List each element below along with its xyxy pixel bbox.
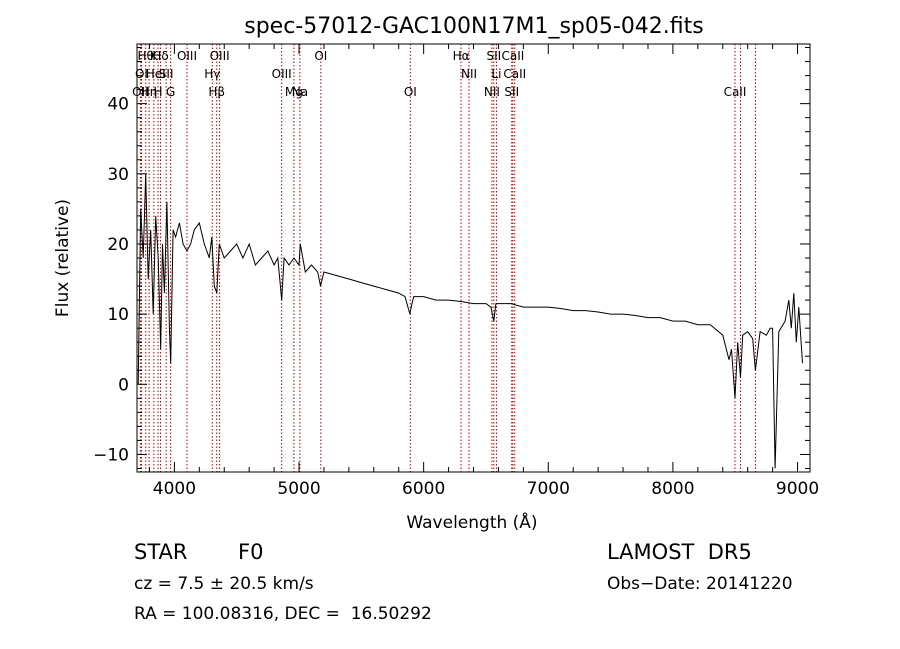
line-label: Hθ — [138, 49, 154, 63]
line-label: Hδ — [152, 49, 168, 63]
line-label: Mg — [285, 85, 303, 99]
line-markers — [139, 44, 756, 472]
line-label: SII — [159, 67, 174, 81]
x-tick-label: 8000 — [651, 479, 694, 499]
line-label: Hβ — [208, 85, 225, 99]
object-class: STAR — [134, 540, 188, 564]
line-label: CaII — [503, 67, 526, 81]
x-tick-label: 9000 — [776, 479, 819, 499]
y-tick-label: 30 — [107, 165, 129, 185]
y-tick-label: 10 — [107, 305, 129, 325]
y-tick-label: 40 — [107, 95, 129, 115]
line-label: OIII — [272, 67, 292, 81]
line-label: CaII — [501, 49, 524, 63]
line-label: Hα — [453, 49, 470, 63]
y-tick-label: 20 — [107, 235, 129, 255]
x-axis-label: Wavelength (Å) — [406, 511, 537, 533]
y-tick-label: −10 — [93, 445, 129, 465]
line-labels: OII OI Hθ Hη K HeI H Hδ SII G OIII Hγ Hβ OIII OIII MgNa… — [132, 49, 746, 99]
line-label: OI — [135, 67, 148, 81]
line-label: OI — [314, 49, 327, 63]
obs-date: Obs−Date: 20141220 — [607, 574, 793, 594]
line-label: H — [154, 85, 163, 99]
line-label: OIII — [177, 49, 197, 63]
line-label: NII — [484, 85, 500, 99]
line-label: G — [166, 85, 175, 99]
line-label: Hγ — [204, 67, 220, 81]
line-label: Hη — [141, 85, 158, 99]
line-label: SII — [504, 85, 519, 99]
line-label: K — [150, 49, 159, 63]
chart-title: spec-57012-GAC100N17M1_sp05-042.fits — [244, 14, 704, 39]
line-label: HeI — [146, 67, 166, 81]
line-label: NII — [461, 67, 477, 81]
y-tick-label: 0 — [118, 375, 129, 395]
line-label: CaII — [724, 85, 747, 99]
line-label: OIII — [210, 49, 230, 63]
line-label: SII — [486, 49, 501, 63]
line-label: OI — [404, 85, 417, 99]
coordinates-readout: RA = 100.08316, DEC = 16.50292 — [134, 604, 432, 624]
survey-name: LAMOST DR5 — [607, 540, 752, 564]
spectral-subclass: F0 — [238, 540, 264, 564]
y-axis-label: Flux (relative) — [53, 199, 73, 317]
line-label: OII — [132, 85, 149, 99]
spectrum-line — [137, 173, 803, 469]
x-tick-label: 6000 — [402, 479, 445, 499]
redshift-readout: cz = 7.5 ± 20.5 km/s — [134, 574, 314, 594]
x-tick-label: 5000 — [277, 479, 320, 499]
x-tick-label: 4000 — [153, 479, 196, 499]
line-label: Li — [491, 67, 501, 81]
x-axis: 4000 5000 6000 7000 8000 9000 — [148, 44, 819, 499]
plot-frame — [136, 43, 811, 473]
y-axis: −10 0 10 20 30 40 — [93, 47, 810, 469]
x-tick-label: 7000 — [527, 479, 570, 499]
line-label: Na — [292, 85, 308, 99]
